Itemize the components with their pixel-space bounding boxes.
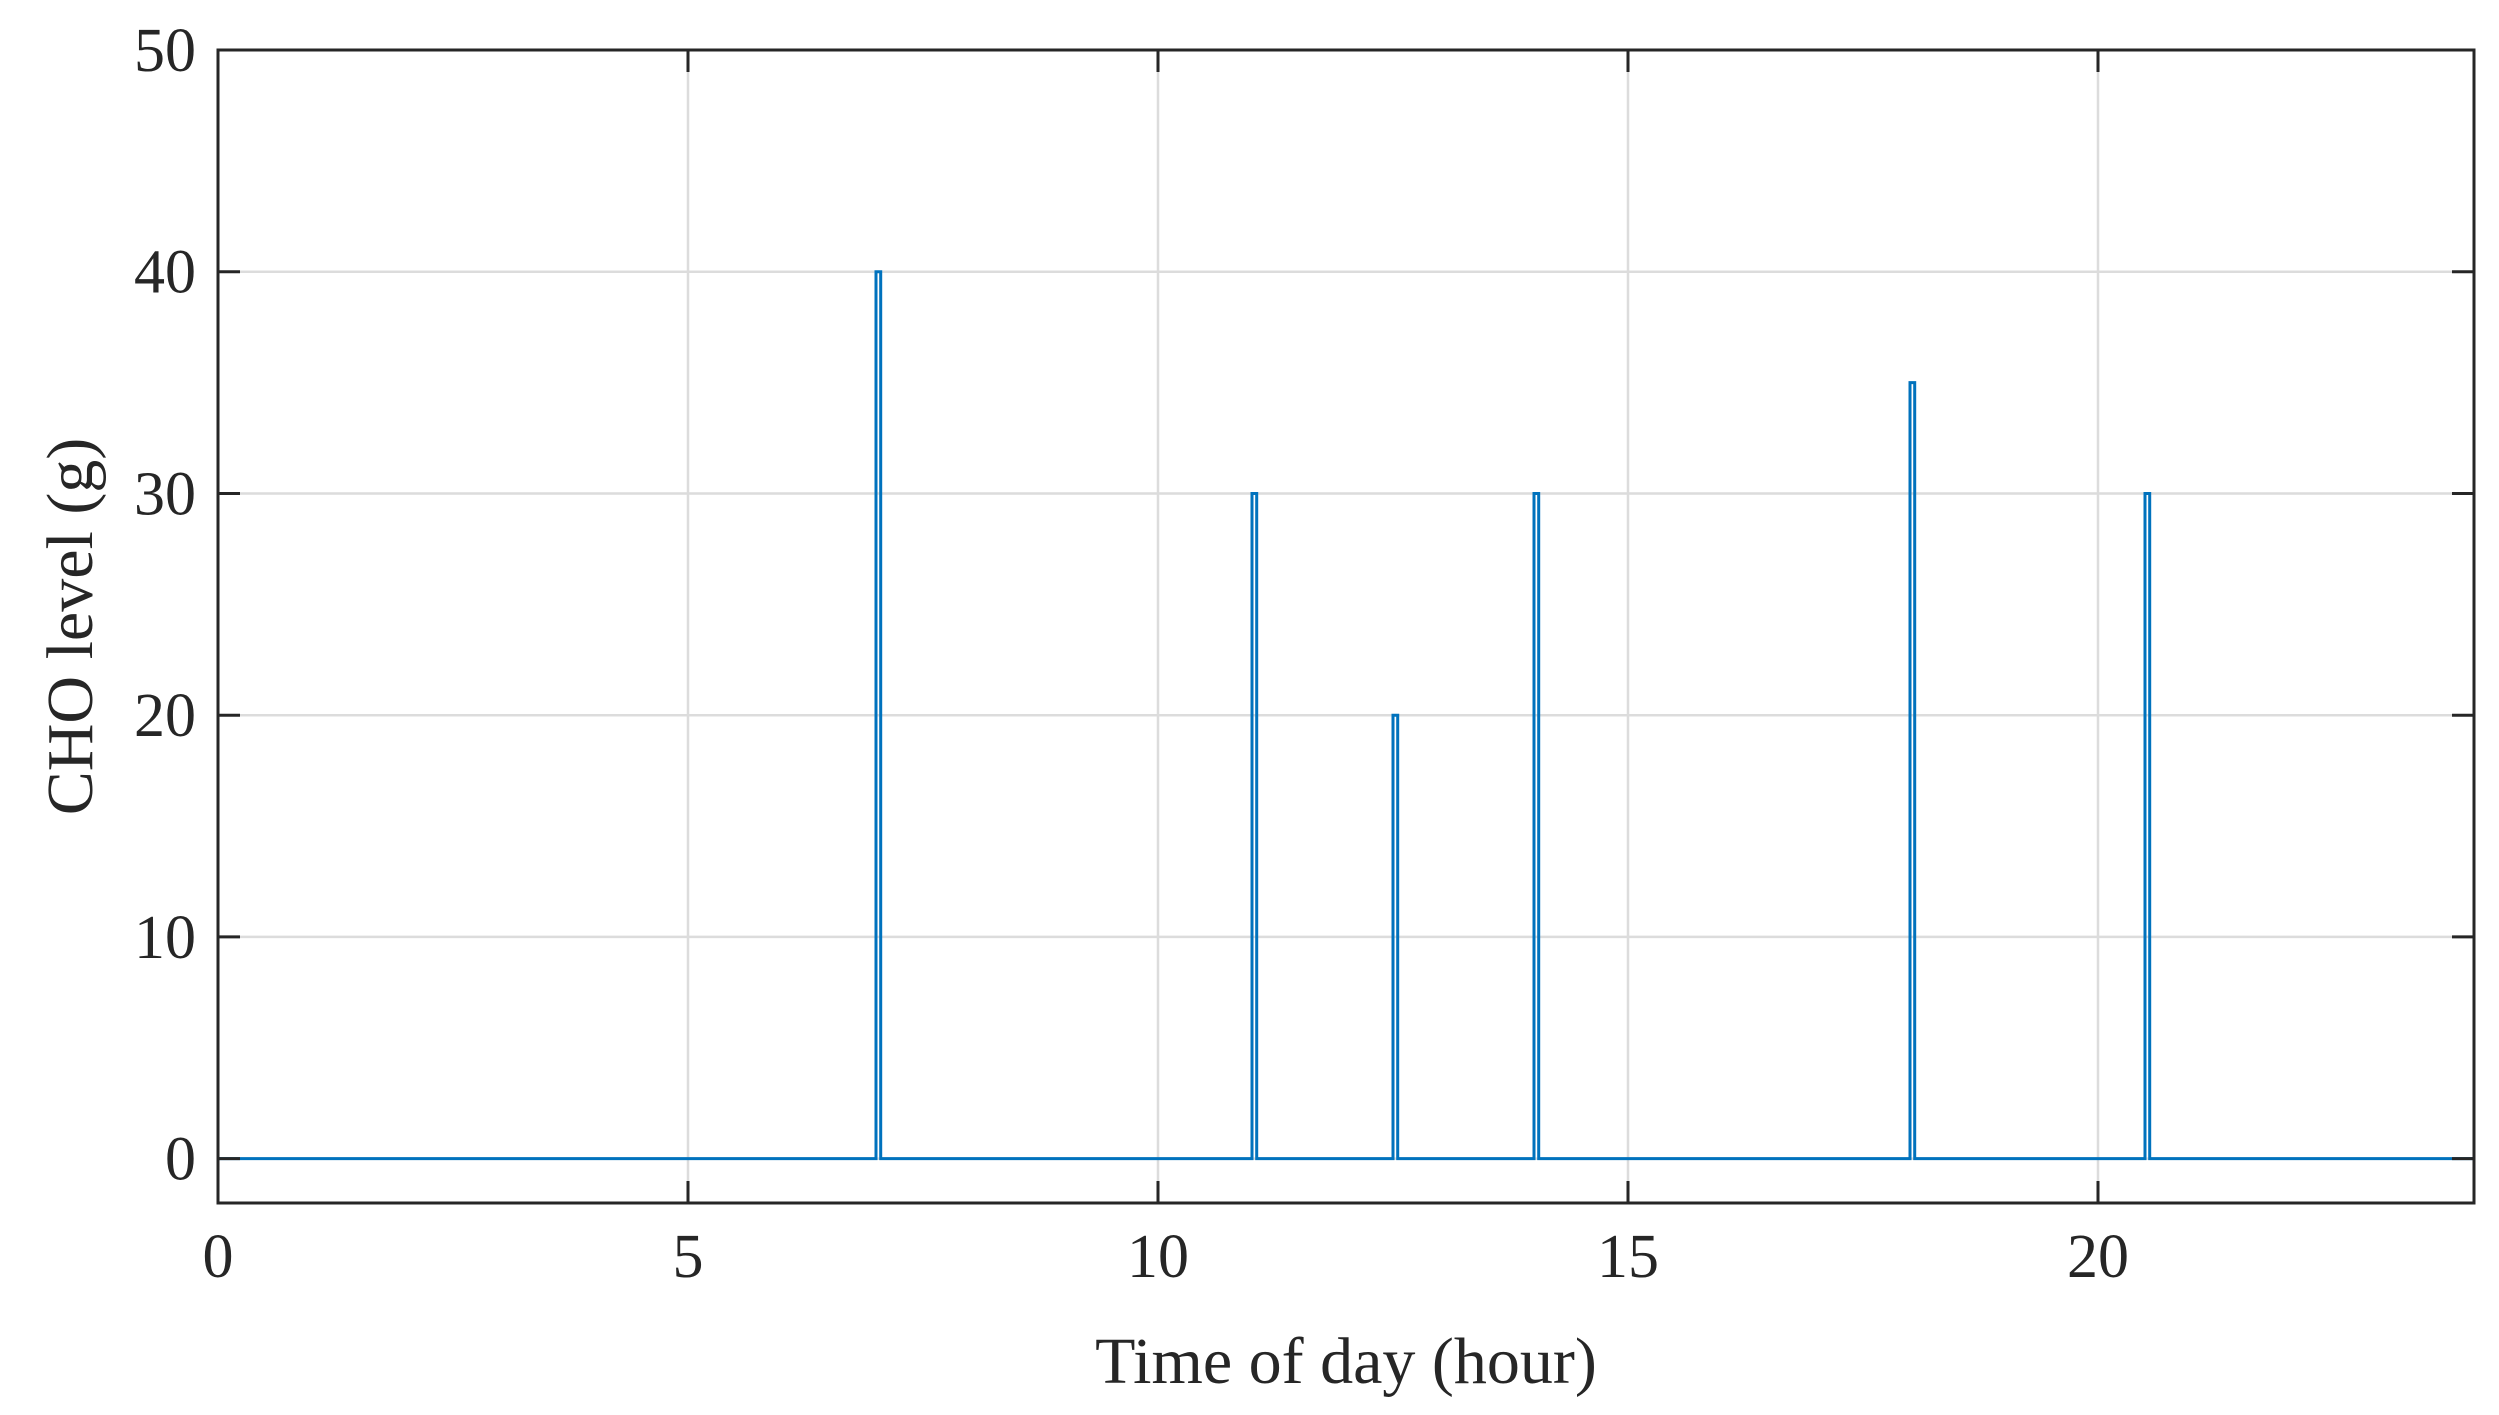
x-axis-label: Time of day (hour) (1095, 1325, 1597, 1398)
series-group (218, 270, 2474, 1161)
y-tick-labels: 0 10 20 30 40 50 (134, 17, 196, 1194)
y-tick-label: 10 (134, 904, 196, 972)
y-tick-label: 30 (134, 460, 196, 528)
y-tick-label: 0 (165, 1126, 196, 1194)
x-tick-label: 10 (1127, 1223, 1189, 1291)
y-tick-label: 20 (134, 682, 196, 750)
x-tick-label: 5 (673, 1223, 704, 1291)
tick-marks (216, 48, 2474, 1203)
x-tick-label: 0 (203, 1223, 234, 1291)
series-line (218, 270, 2474, 1161)
y-tick-label: 40 (134, 239, 196, 307)
y-axis-label: CHO level (g) (34, 438, 107, 816)
axes-box (216, 48, 2476, 1205)
y-tick-label: 50 (134, 17, 196, 85)
x-tick-label: 15 (1597, 1223, 1659, 1291)
x-tick-labels: 0 5 10 15 20 (203, 1223, 2130, 1291)
x-tick-label: 20 (2067, 1223, 2129, 1291)
